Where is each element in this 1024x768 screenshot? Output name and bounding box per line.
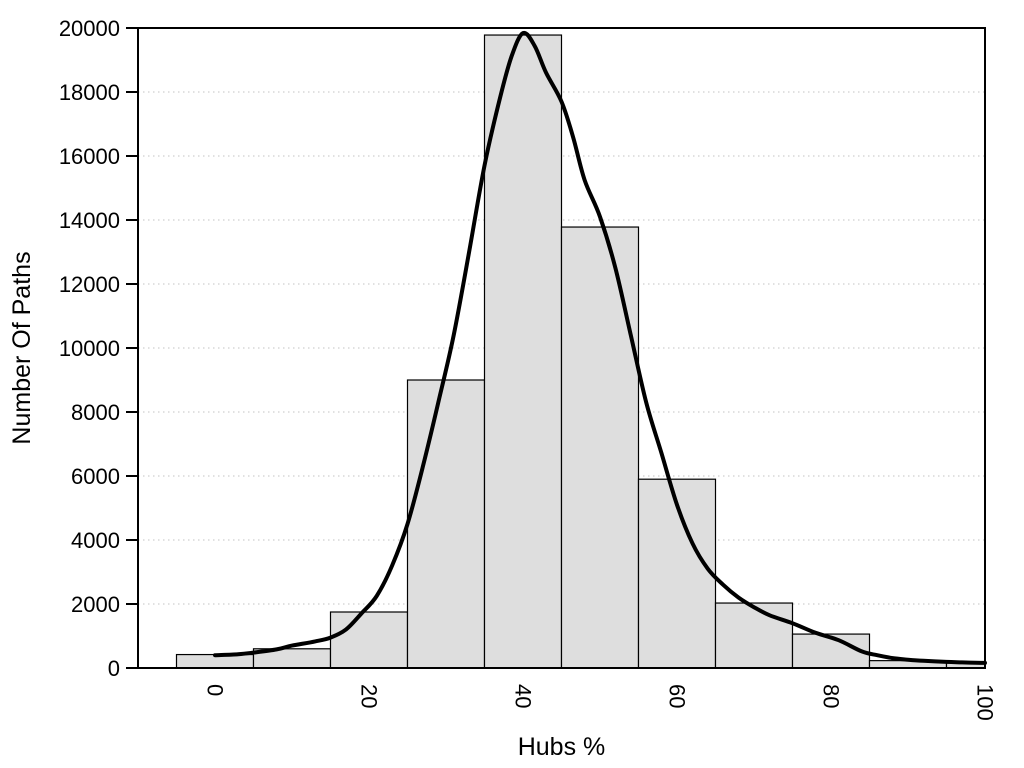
x-tick-label: 20 — [357, 684, 382, 708]
gridlines-layer — [138, 91, 985, 605]
axis-ticks-layer — [126, 27, 138, 669]
histogram-bar — [560, 226, 640, 669]
density-curve — [213, 30, 987, 665]
y-axis-title: Number Of Paths — [8, 251, 36, 444]
x-tick-label: 0 — [203, 684, 228, 696]
histogram-bar — [406, 379, 486, 669]
y-tick-label: 4000 — [71, 528, 120, 553]
density-curve-layer — [213, 30, 987, 665]
histogram-bar — [329, 611, 409, 669]
x-axis-title: Hubs % — [518, 733, 606, 761]
x-tick-label: 40 — [511, 684, 536, 708]
x-tick-label: 60 — [665, 684, 690, 708]
y-tick-label: 8000 — [71, 400, 120, 425]
y-tick-label: 14000 — [59, 208, 120, 233]
x-tick-label: 80 — [819, 684, 844, 708]
y-tick-label: 10000 — [59, 336, 120, 361]
y-tick-label: 0 — [108, 656, 120, 681]
y-tick-label: 2000 — [71, 592, 120, 617]
histogram-bar — [714, 602, 794, 669]
y-tick-label: 18000 — [59, 80, 120, 105]
histogram-bar — [483, 34, 563, 669]
x-tick-label: 100 — [973, 684, 998, 721]
y-tick-label: 16000 — [59, 144, 120, 169]
histogram-bars-layer — [175, 34, 986, 669]
tick-labels-layer: 0 2000 4000 6000 8000 10000 12000 14000 16000 180… — [59, 16, 998, 721]
y-tick-label: 12000 — [59, 272, 120, 297]
y-tick-label: 6000 — [71, 464, 120, 489]
y-tick-label: 20000 — [59, 16, 120, 41]
